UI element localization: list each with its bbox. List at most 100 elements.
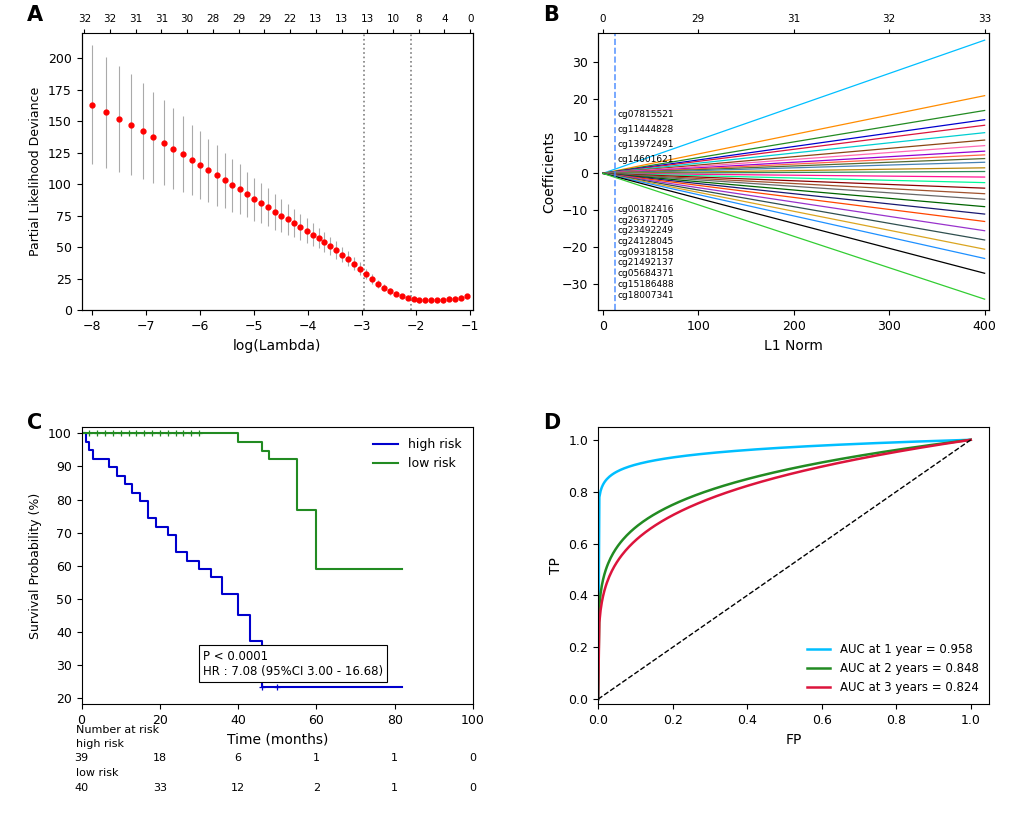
low risk	[396, 564, 409, 574]
Text: C: C	[26, 413, 42, 433]
Text: 33: 33	[153, 783, 167, 793]
high risk	[244, 610, 256, 620]
high risk	[396, 682, 409, 692]
Text: A: A	[26, 5, 43, 25]
low risk	[310, 505, 322, 514]
high risk	[111, 471, 123, 481]
X-axis label: Time (months): Time (months)	[226, 733, 328, 747]
low risk	[75, 428, 88, 438]
high risk	[161, 522, 173, 532]
high risk	[126, 487, 139, 497]
high risk	[181, 556, 194, 566]
Text: 39: 39	[74, 753, 89, 763]
Text: P < 0.0001
HR : 7.08 (95%CI 3.00 - 16.68): P < 0.0001 HR : 7.08 (95%CI 3.00 - 16.68…	[203, 649, 383, 677]
low risk	[290, 505, 303, 514]
Text: 40: 40	[74, 783, 89, 793]
low risk	[388, 564, 400, 574]
high risk	[231, 610, 244, 620]
high risk	[255, 682, 267, 692]
high risk	[161, 530, 173, 540]
Text: cg18007341: cg18007341	[616, 291, 674, 300]
Y-axis label: TP: TP	[548, 557, 562, 574]
high risk	[193, 556, 205, 566]
Text: 1: 1	[313, 753, 320, 763]
high risk	[181, 547, 194, 557]
low risk	[114, 428, 126, 438]
Text: 0: 0	[469, 783, 476, 793]
high risk	[84, 437, 96, 447]
Text: Number at risk: Number at risk	[76, 725, 159, 735]
Text: cg24128045: cg24128045	[616, 237, 673, 246]
high risk	[95, 454, 107, 464]
Text: 0: 0	[469, 753, 476, 763]
Line: low risk: low risk	[82, 433, 403, 569]
low risk	[318, 564, 330, 574]
high risk	[135, 496, 147, 506]
high risk	[231, 590, 244, 600]
high risk	[169, 547, 181, 557]
Text: cg09318158: cg09318158	[616, 247, 674, 256]
Legend: AUC at 1 year = 0.958, AUC at 2 years = 0.848, AUC at 3 years = 0.824: AUC at 1 year = 0.958, AUC at 2 years = …	[801, 638, 982, 699]
Line: high risk: high risk	[82, 433, 403, 687]
high risk	[271, 682, 283, 692]
Y-axis label: Survival Probability (%): Survival Probability (%)	[30, 492, 43, 639]
Text: cg13972491: cg13972491	[616, 140, 673, 149]
X-axis label: log(Lambda): log(Lambda)	[232, 338, 321, 352]
low risk	[231, 437, 244, 447]
high risk	[216, 590, 228, 600]
high risk	[118, 471, 130, 481]
high risk	[75, 428, 88, 438]
Text: cg07815521: cg07815521	[616, 111, 674, 120]
high risk	[255, 636, 267, 646]
low risk	[263, 446, 275, 455]
high risk	[173, 547, 185, 557]
low risk	[318, 564, 330, 574]
high risk	[193, 564, 205, 574]
high risk	[173, 547, 185, 557]
low risk	[114, 428, 126, 438]
high risk	[154, 522, 166, 532]
low risk	[388, 564, 400, 574]
high risk	[118, 479, 130, 489]
high risk	[95, 454, 107, 464]
low risk	[271, 454, 283, 464]
high risk	[169, 530, 181, 540]
high risk	[79, 437, 92, 447]
Legend: high risk, low risk: high risk, low risk	[368, 433, 466, 475]
Y-axis label: Coefficients: Coefficients	[542, 130, 556, 212]
high risk	[103, 463, 115, 473]
high risk	[205, 572, 217, 582]
Text: 12: 12	[231, 783, 245, 793]
high risk	[111, 463, 123, 473]
low risk	[263, 454, 275, 464]
high risk	[150, 522, 162, 532]
low risk	[396, 564, 409, 574]
high risk	[154, 522, 166, 532]
low risk	[255, 437, 267, 447]
Text: cg00182416: cg00182416	[616, 205, 673, 214]
high risk	[84, 446, 96, 455]
low risk	[310, 564, 322, 574]
high risk	[79, 428, 92, 438]
Text: cg14601621: cg14601621	[616, 155, 673, 164]
low risk	[255, 446, 267, 455]
high risk	[126, 479, 139, 489]
Text: B: B	[543, 5, 558, 25]
Text: D: D	[543, 413, 560, 433]
high risk	[396, 682, 409, 692]
Text: 1: 1	[390, 783, 397, 793]
Text: 6: 6	[234, 753, 242, 763]
X-axis label: L1 Norm: L1 Norm	[763, 338, 822, 352]
high risk	[271, 682, 283, 692]
high risk	[142, 496, 154, 506]
X-axis label: FP: FP	[785, 733, 801, 747]
Text: 18: 18	[153, 753, 167, 763]
Text: cg11444828: cg11444828	[616, 125, 673, 134]
Text: low risk: low risk	[76, 768, 119, 778]
Text: cg23492249: cg23492249	[616, 226, 673, 235]
Text: high risk: high risk	[76, 739, 124, 749]
high risk	[88, 454, 100, 464]
high risk	[205, 564, 217, 574]
Y-axis label: Partial Likelihood Deviance: Partial Likelihood Deviance	[30, 87, 43, 256]
Text: cg21492137: cg21492137	[616, 259, 673, 268]
